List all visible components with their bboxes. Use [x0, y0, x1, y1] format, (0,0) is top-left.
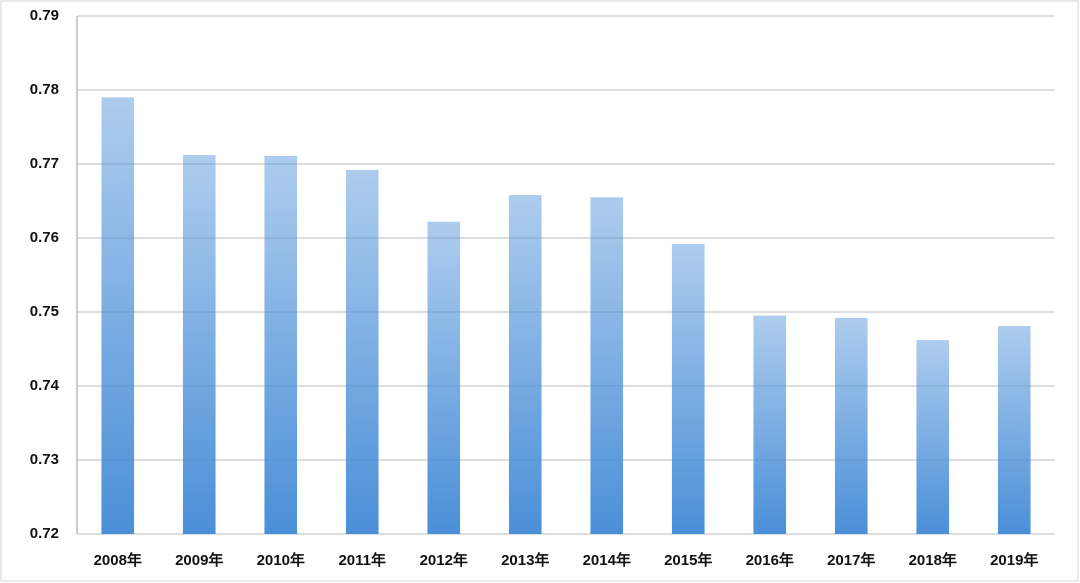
bar: [508, 195, 542, 534]
bar: [182, 155, 216, 534]
x-tick-label: 2017年: [827, 551, 875, 569]
bar: [345, 169, 379, 535]
y-tick-label: 0.76: [30, 229, 59, 246]
bar: [264, 155, 298, 535]
x-tick-label: 2008年: [94, 551, 142, 569]
x-tick-label: 2012年: [420, 551, 468, 569]
y-tick-label: 0.77: [30, 155, 59, 172]
x-tick-label: 2015年: [664, 551, 712, 569]
y-tick-label: 0.79: [30, 7, 59, 24]
x-tick-label: 2019年: [990, 551, 1038, 569]
bar: [753, 315, 787, 534]
x-tick-label: 2009年: [175, 551, 223, 569]
x-tick-label: 2013年: [501, 551, 549, 569]
bar: [834, 317, 868, 534]
bar: [590, 197, 624, 535]
y-tick-label: 0.78: [30, 81, 59, 98]
bar: [997, 326, 1031, 534]
y-tick-label: 0.74: [30, 377, 60, 394]
x-tick-label: 2018年: [909, 551, 957, 569]
bar: [671, 243, 705, 535]
x-tick-label: 2010年: [257, 551, 305, 569]
y-tick-label: 0.75: [30, 303, 59, 320]
bar: [101, 97, 135, 535]
y-tick-label: 0.72: [30, 525, 59, 542]
x-tick-label: 2014年: [583, 551, 631, 569]
y-tick-label: 0.73: [30, 451, 59, 468]
bar: [916, 340, 950, 534]
bar: [427, 221, 461, 534]
x-tick-label: 2016年: [746, 551, 794, 569]
x-tick-label: 2011年: [338, 551, 386, 569]
